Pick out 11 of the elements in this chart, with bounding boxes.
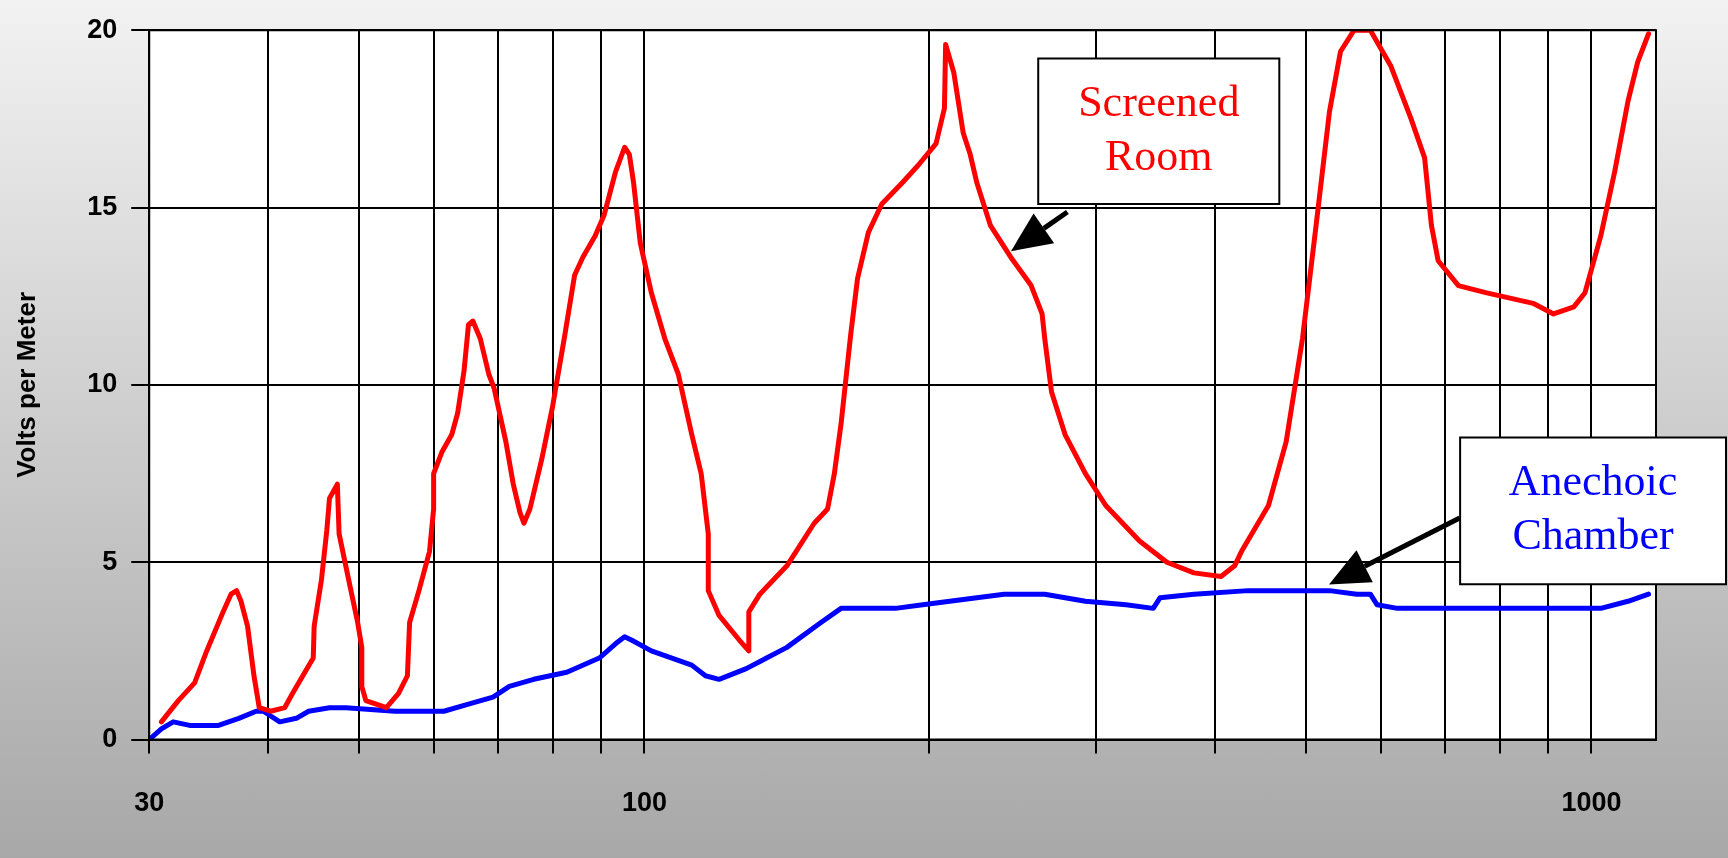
- x-tick-label: 100: [621, 787, 667, 818]
- y-tick-label: 5: [102, 545, 118, 576]
- y-tick-label: 0: [102, 723, 118, 754]
- x-tick-label: 30: [134, 787, 165, 818]
- y-axis-title: Volts per Meter: [10, 291, 41, 478]
- series-label: Screened Room: [1078, 76, 1240, 180]
- y-tick-label: 10: [87, 368, 118, 399]
- y-tick-label: 20: [87, 13, 118, 44]
- x-tick-label: 1000: [1561, 787, 1622, 818]
- series-label: Anechoic Chamber: [1508, 456, 1678, 560]
- y-tick-label: 15: [87, 191, 118, 221]
